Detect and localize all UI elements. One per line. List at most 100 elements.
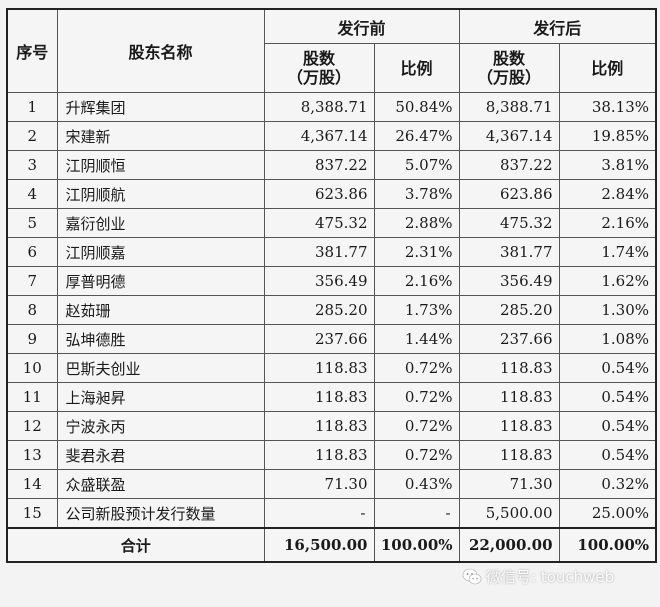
after-ratio: 19.85% (558, 121, 657, 151)
table-row: 2 宋建新 4,367.14 26.47% 4,367.14 19.85% (6, 121, 657, 151)
header-seq: 序号 (6, 8, 58, 93)
row-number: 10 (6, 353, 58, 383)
after-shares: 837.22 (458, 150, 560, 180)
table-row: 6 江阴顺嘉 381.77 2.31% 381.77 1.74% (6, 237, 657, 267)
before-shares: 837.22 (263, 150, 375, 180)
after-shares: 118.83 (458, 382, 560, 412)
header-before-issue: 发行前 (263, 8, 460, 44)
before-ratio: 0.72% (373, 382, 460, 412)
before-shares: 356.49 (263, 266, 375, 296)
after-ratio: 0.32% (558, 469, 657, 499)
after-shares: 623.86 (458, 179, 560, 209)
after-shares: 118.83 (458, 440, 560, 470)
row-number: 9 (6, 324, 58, 354)
shareholder-name: 赵茹珊 (56, 295, 265, 325)
after-ratio: 1.74% (558, 237, 657, 267)
before-shares: 623.86 (263, 179, 375, 209)
after-ratio: 2.84% (558, 179, 657, 209)
total-before-ratio: 100.00% (373, 527, 460, 563)
before-shares: 118.83 (263, 382, 375, 412)
shareholder-name: 公司新股预计发行数量 (56, 498, 265, 529)
table-row: 11 上海昶昇 118.83 0.72% 118.83 0.54% (6, 382, 657, 412)
before-shares: - (263, 498, 375, 529)
before-ratio: 2.31% (373, 237, 460, 267)
header-shares-line1: 股数 (493, 49, 526, 68)
before-ratio: 0.43% (373, 469, 460, 499)
before-ratio: 0.72% (373, 411, 460, 441)
table-row: 5 嘉衍创业 475.32 2.88% 475.32 2.16% (6, 208, 657, 238)
header-before-shares: 股数 （万股） (263, 43, 375, 93)
table-row: 14 众盛联盈 71.30 0.43% 71.30 0.32% (6, 469, 657, 499)
row-number: 14 (6, 469, 58, 499)
after-ratio: 0.54% (558, 382, 657, 412)
after-shares: 71.30 (458, 469, 560, 499)
row-number: 3 (6, 150, 58, 180)
before-shares: 475.32 (263, 208, 375, 238)
row-number: 13 (6, 440, 58, 470)
header-shares-line2: （万股） (477, 68, 542, 87)
after-ratio: 0.54% (558, 353, 657, 383)
before-shares: 118.83 (263, 411, 375, 441)
row-number: 6 (6, 237, 58, 267)
after-shares: 381.77 (458, 237, 560, 267)
row-number: 8 (6, 295, 58, 325)
shareholder-name: 上海昶昇 (56, 382, 265, 412)
header-after-ratio: 比例 (558, 43, 657, 93)
total-after-shares: 22,000.00 (458, 527, 560, 563)
table-body: 1 升辉集团 8,388.71 50.84% 8,388.71 38.13% 2 宋建新 4,3… (6, 92, 657, 529)
header-shares-line1: 股数 (302, 49, 335, 68)
before-shares: 237.66 (263, 324, 375, 354)
after-ratio: 38.13% (558, 92, 657, 122)
before-ratio: 2.16% (373, 266, 460, 296)
before-shares: 118.83 (263, 353, 375, 383)
header-before-ratio: 比例 (373, 43, 460, 93)
row-number: 15 (6, 498, 58, 529)
before-ratio: 0.72% (373, 353, 460, 383)
table-row: 7 厚普明德 356.49 2.16% 356.49 1.62% (6, 266, 657, 296)
after-shares: 237.66 (458, 324, 560, 354)
shareholder-name: 巴斯夫创业 (56, 353, 265, 383)
row-number: 12 (6, 411, 58, 441)
before-shares: 71.30 (263, 469, 375, 499)
shareholder-name: 江阴顺航 (56, 179, 265, 209)
after-shares: 475.32 (458, 208, 560, 238)
shareholder-name: 宋建新 (56, 121, 265, 151)
after-ratio: 1.30% (558, 295, 657, 325)
table-row: 9 弘坤德胜 237.66 1.44% 237.66 1.08% (6, 324, 657, 354)
shareholder-name: 江阴顺恒 (56, 150, 265, 180)
table-row: 10 巴斯夫创业 118.83 0.72% 118.83 0.54% (6, 353, 657, 383)
before-shares: 381.77 (263, 237, 375, 267)
table-header: 序号 股东名称 发行前 发行后 股数 （万股） 比例 股数 （万股） 比例 (6, 8, 657, 93)
after-ratio: 0.54% (558, 440, 657, 470)
after-ratio: 1.08% (558, 324, 657, 354)
before-shares: 285.20 (263, 295, 375, 325)
header-after-issue: 发行后 (458, 8, 657, 44)
before-ratio: - (373, 498, 460, 529)
after-shares: 118.83 (458, 411, 560, 441)
shareholder-name: 弘坤德胜 (56, 324, 265, 354)
before-ratio: 0.72% (373, 440, 460, 470)
header-row-bottom: 股数 （万股） 比例 股数 （万股） 比例 (7, 43, 657, 93)
after-ratio: 1.62% (558, 266, 657, 296)
table-row: 4 江阴顺航 623.86 3.78% 623.86 2.84% (6, 179, 657, 209)
after-ratio: 3.81% (558, 150, 657, 180)
after-ratio: 2.16% (558, 208, 657, 238)
after-shares: 8,388.71 (458, 92, 560, 122)
after-ratio: 25.00% (558, 498, 657, 529)
row-number: 11 (6, 382, 58, 412)
after-ratio: 0.54% (558, 411, 657, 441)
before-shares: 4,367.14 (263, 121, 375, 151)
header-row-top: 序号 股东名称 发行前 发行后 (6, 8, 657, 93)
shareholder-name: 宁波永丙 (56, 411, 265, 441)
row-number: 2 (6, 121, 58, 151)
row-number: 7 (6, 266, 58, 296)
after-shares: 5,500.00 (458, 498, 560, 529)
row-number: 1 (6, 92, 58, 122)
before-ratio: 26.47% (373, 121, 460, 151)
after-shares: 285.20 (458, 295, 560, 325)
header-shares-line2: （万股） (286, 68, 351, 87)
before-ratio: 3.78% (373, 179, 460, 209)
before-shares: 118.83 (263, 440, 375, 470)
